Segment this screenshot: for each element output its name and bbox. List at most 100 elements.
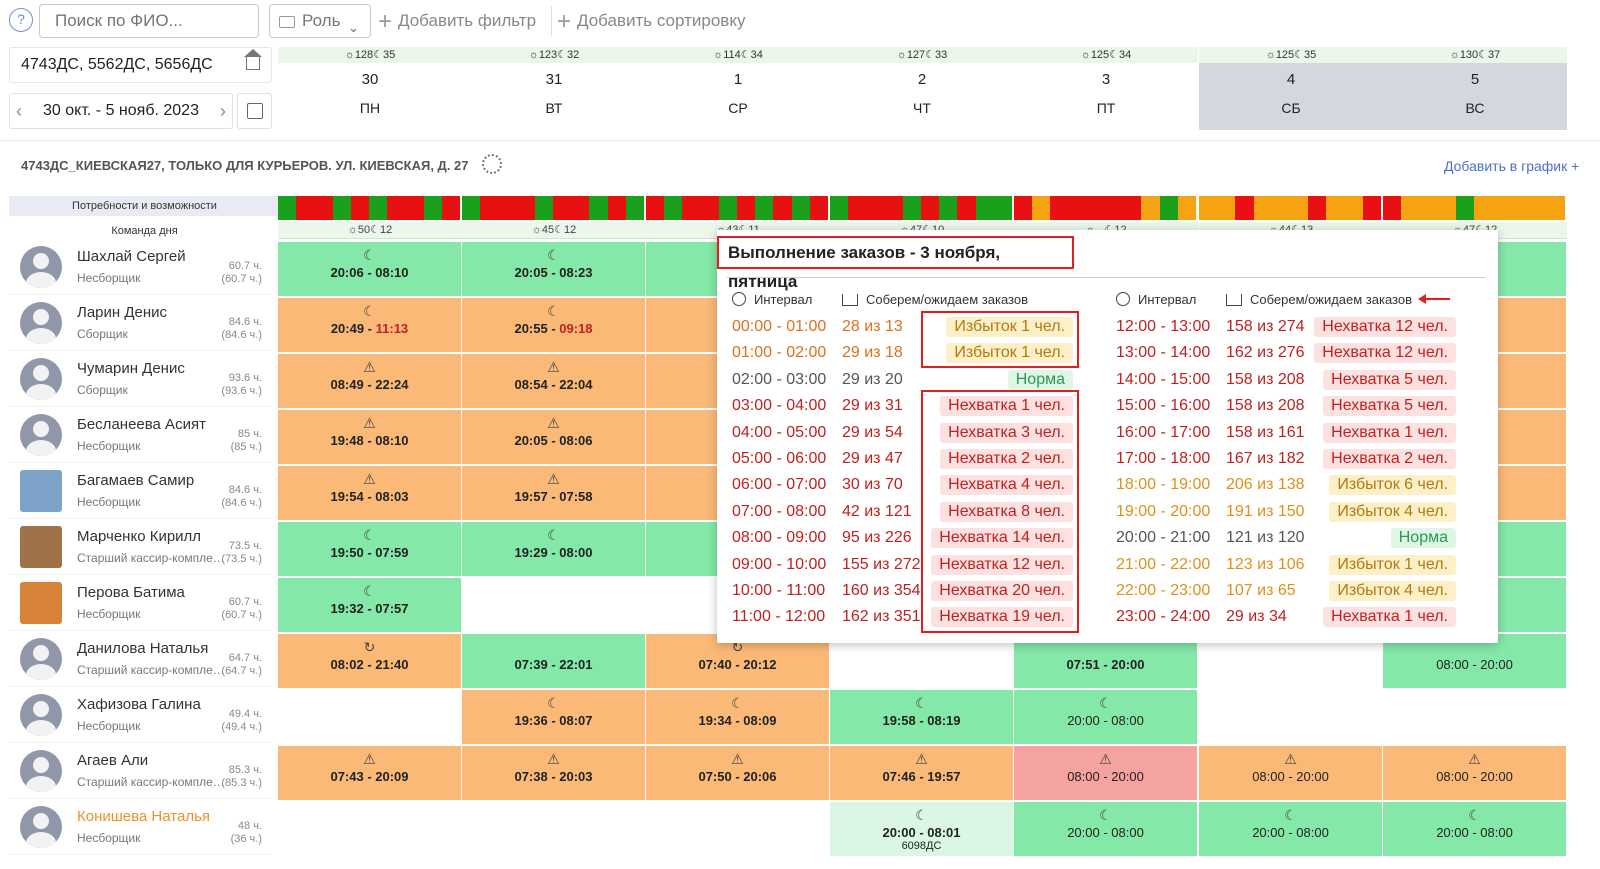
shift-cell[interactable]: ⚠ 07:46 - 19:57 [830,746,1013,800]
needs-label: Потребности и возможности [9,196,280,216]
next-week-icon[interactable]: › [220,101,226,121]
interval-time: 04:00 - 05:00 [732,423,827,441]
shift-cell[interactable]: ☾ 20:00 - 08:00 [1199,802,1382,856]
shift-cell[interactable]: ☾ 20:55 - 09:18 [462,298,645,352]
employee-row[interactable]: Агаев Али Старший кассир-комплект... 85.3 … [9,745,272,799]
shift-cell[interactable]: ☾ 20:00 - 08:01 6098ДС [830,802,1013,856]
shift-cell[interactable]: 07:39 - 22:01 [462,634,645,688]
shift-cell[interactable] [462,578,645,632]
employee-row[interactable]: Чумарин Денис Сборщик 93.6 ч. (93.6 ч.) [9,353,272,407]
employee-name[interactable]: Багамаев Самир [77,472,195,489]
prev-week-icon[interactable]: ‹ [16,101,22,121]
calendar-button[interactable] [237,93,272,129]
employee-row[interactable]: Перова Батима Несборщик 60.7 ч. (60.7 ч.) [9,577,272,631]
shift-cell[interactable]: ☾ 19:34 - 08:09 [646,690,829,744]
shift-cell[interactable]: ☾ 20:00 - 08:00 [1014,690,1197,744]
day-header[interactable]: ☼127☾33 2 ЧТ [830,47,1014,130]
shift-cell[interactable]: ⚠ 07:50 - 20:06 [646,746,829,800]
day-header[interactable]: ☼125☾35 4 СБ [1199,47,1383,130]
needs-segment [1068,196,1087,220]
shift-cell[interactable]: ☾ 19:58 - 08:19 [830,690,1013,744]
shift-cell[interactable]: ☾ 20:00 - 08:00 [1383,802,1566,856]
employee-row[interactable]: Шахлай Сергей Несборщик 60.7 ч. (60.7 ч.) [9,241,272,295]
day-header[interactable]: ☼114☾34 1 СР [646,47,830,130]
shift-cell[interactable]: ⚠ 08:00 - 20:00 [1014,746,1197,800]
staffing-status-badge: Нехватка 2 чел. [1323,449,1456,469]
shift-cell[interactable]: ☾ 19:29 - 08:00 [462,522,645,576]
shift-cell[interactable]: ⚠ 19:57 - 07:58 [462,466,645,520]
search-input[interactable] [39,4,259,38]
shift-cell[interactable]: ⚠ 08:49 - 22:24 [278,354,461,408]
shift-cell[interactable]: ☾ 20:05 - 08:23 [462,242,645,296]
day-header[interactable]: ☼125☾34 3 ПТ [1014,47,1198,130]
day-header[interactable]: ☼130☾37 5 ВС [1383,47,1567,130]
shift-cell[interactable]: ⚠ 07:43 - 20:09 [278,746,461,800]
shift-cell[interactable]: ⚠ 08:54 - 22:04 [462,354,645,408]
shift-cell[interactable]: ⚠ 08:00 - 20:00 [1383,746,1566,800]
shift-cell[interactable] [278,802,461,856]
employee-hours-planned: (73.5 ч.) [221,553,262,565]
shift-cell[interactable] [830,634,1013,688]
employee-row[interactable]: Данилова Наталья Старший кассир-комплект.… [9,633,272,687]
date-range-picker[interactable]: ‹ 30 окт. - 5 нояб. 2023 › [9,93,233,129]
shift-cell[interactable] [1199,690,1382,744]
needs-segment [1455,196,1475,220]
shift-cell[interactable]: ⚠ 07:38 - 20:03 [462,746,645,800]
shift-cell[interactable]: 08:00 - 20:00 [1383,634,1566,688]
employee-name[interactable]: Шахлай Сергей [77,248,186,265]
help-icon[interactable]: ? [9,8,33,32]
shift-cell[interactable] [462,802,645,856]
employee-name[interactable]: Чумарин Денис [77,360,185,377]
needs-segment [773,196,792,220]
shift-cell[interactable] [278,690,461,744]
shift-cell[interactable] [1199,634,1382,688]
shift-cell[interactable]: ⚠ 20:05 - 08:06 [462,410,645,464]
day-of-week: СР [728,100,748,116]
role-filter-dropdown[interactable]: Роль ⌄ [269,4,371,38]
shift-cell[interactable]: ☾ 20:06 - 08:10 [278,242,461,296]
shift-cell[interactable]: 07:51 - 20:00 [1014,634,1197,688]
employee-name[interactable]: Данилова Наталья [77,640,209,657]
employee-name[interactable]: Конишева Наталья [77,808,211,825]
shift-cell[interactable]: ☾ 19:50 - 07:59 [278,522,461,576]
shift-cell[interactable] [1383,690,1566,744]
shift-cell[interactable]: ⚠ 19:48 - 08:10 [278,410,461,464]
shift-cell[interactable]: ↻ 07:40 - 20:12 [646,634,829,688]
shift-cell[interactable]: ☾ 20:00 - 08:00 [1014,802,1197,856]
shift-cell[interactable]: ☾ 19:32 - 07:57 [278,578,461,632]
employee-row[interactable]: Хафизова Галина Несборщик 49.4 ч. (49.4 ч.) [9,689,272,743]
shift-status-icon: ☾ [731,695,744,711]
shift-cell[interactable]: ⚠ 19:54 - 08:03 [278,466,461,520]
employee-name[interactable]: Бесланеева Асият [77,416,206,433]
employee-name[interactable]: Марченко Кирилл [77,528,202,545]
add-sort-button[interactable]: + Добавить сортировку [557,4,745,38]
shift-time: 20:00 - 08:00 [1252,825,1329,840]
employee-row[interactable]: Багамаев Самир Несборщик 84.6 ч. (84.6 ч.) [9,465,272,519]
add-filter-button[interactable]: + Добавить фильтр [378,4,536,38]
employee-row[interactable]: Марченко Кирилл Старший кассир-комплект..… [9,521,272,575]
needs-segment [1290,196,1309,220]
needs-segment [1086,196,1106,220]
employee-row[interactable]: Конишева Наталья Несборщик 48 ч. (36 ч.) [9,801,272,855]
shift-cell[interactable]: ☾ 19:36 - 08:07 [462,690,645,744]
gear-icon[interactable] [482,154,502,174]
employee-name[interactable]: Агаев Али [77,752,149,769]
needs-segment [866,196,885,220]
avatar [20,638,62,680]
employee-row[interactable]: Бесланеева Асият Несборщик 85 ч. (85 ч.) [9,409,272,463]
employee-row[interactable]: Ларин Денис Сборщик 84.6 ч. (84.6 ч.) [9,297,272,351]
col-interval-header-right: Интервал [1116,292,1196,307]
shift-cell[interactable]: ☾ 20:49 - 11:13 [278,298,461,352]
store-codes-selector[interactable]: 4743ДС, 5562ДС, 5656ДС [9,47,272,83]
day-header[interactable]: ☼123☾32 31 ВТ [462,47,646,130]
home-icon[interactable] [244,49,262,70]
employee-name[interactable]: Перова Батима [77,584,185,601]
day-header[interactable]: ☼128☾35 30 ПН [278,47,462,130]
shift-cell[interactable]: ↻ 08:02 - 21:40 [278,634,461,688]
shift-cell[interactable] [646,802,829,856]
employee-name[interactable]: Ларин Денис [77,304,168,321]
shift-cell[interactable]: ⚠ 08:00 - 20:00 [1199,746,1382,800]
employee-name[interactable]: Хафизова Галина [77,696,201,713]
add-to-schedule-button[interactable]: Добавить в график + [1444,158,1580,174]
employee-hours-planned: (64.7 ч.) [221,665,262,677]
